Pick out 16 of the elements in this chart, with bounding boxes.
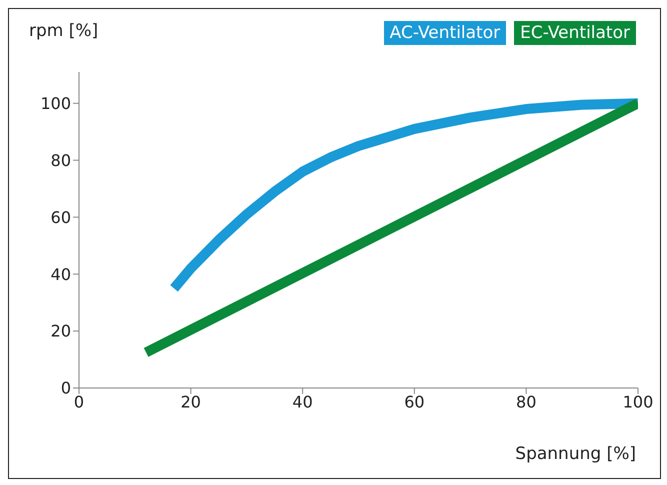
y-tick-label: 40 bbox=[50, 264, 71, 284]
x-tick-label: 40 bbox=[292, 392, 313, 412]
x-tick-label: 60 bbox=[404, 392, 425, 412]
y-tick-label: 100 bbox=[40, 94, 71, 113]
y-tick-label: 80 bbox=[50, 150, 71, 170]
x-tick-label: 20 bbox=[180, 392, 201, 412]
x-tick-label: 100 bbox=[622, 392, 654, 412]
x-tick-label: 80 bbox=[516, 392, 536, 412]
y-axis-title: rpm [%] bbox=[29, 21, 98, 41]
x-tick-label: 0 bbox=[74, 392, 84, 412]
text: AC-Ventilator bbox=[384, 21, 506, 45]
x-axis-title: Spannung [%] bbox=[515, 444, 636, 464]
y-tick-label: 0 bbox=[60, 378, 71, 398]
text: EC-Ventilator bbox=[514, 21, 636, 45]
y-tick-label: 60 bbox=[50, 208, 71, 227]
y-tick-label: 20 bbox=[50, 322, 71, 341]
